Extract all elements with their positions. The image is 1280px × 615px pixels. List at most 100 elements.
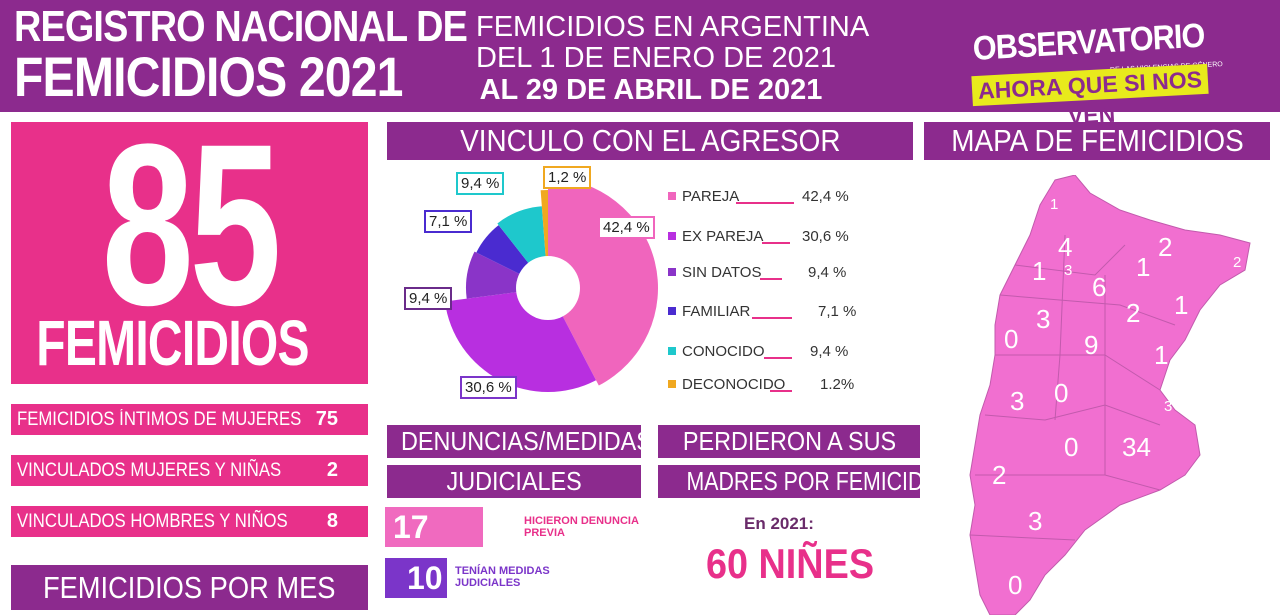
map-region-count: 2 [1233, 254, 1242, 271]
mapa-title: MAPA DE FEMICIDIOS [950, 123, 1244, 158]
legend-value: 9,4 % [808, 264, 847, 281]
pie-center-hole [516, 256, 580, 320]
denuncia-previa-text-line1: HICIERON DENUNCIA [524, 515, 639, 527]
map-shape [969, 175, 1251, 615]
legend-label: DECONOCIDO [682, 376, 786, 393]
legend-label: PAREJA [682, 188, 740, 205]
legend-leader-line [770, 390, 792, 392]
map-region-count: 0 [1008, 570, 1023, 600]
legend-label: EX PAREJA [682, 228, 764, 245]
madres-title-bar-2: MADRES POR FEMICIDIO [658, 465, 946, 498]
medidas-judiciales-value: 10 [407, 560, 443, 596]
denuncia-previa-box: 17 [385, 507, 483, 547]
map-region-count: 3 [1010, 386, 1025, 416]
denuncias-title-bar-2: JUDICIALES [387, 465, 641, 498]
stat-vinculados-mujeres-value: 2 [326, 459, 338, 481]
legend-leader-line [764, 357, 792, 359]
map-region-count: 2 [1126, 298, 1141, 328]
subtitle-line1: FEMICIDIOS EN ARGENTINA [476, 11, 870, 43]
stat-vinculados-hombres: VINCULADOS HOMBRES Y NIÑOS 8 [11, 506, 368, 537]
legend-leader-line [760, 278, 782, 280]
legend-swatch [668, 307, 676, 315]
map-region-count: 1 [1174, 290, 1189, 320]
map-region-count: 9 [1084, 330, 1099, 360]
map-region-count: 34 [1122, 432, 1151, 462]
medidas-judiciales-text-line2: JUDICIALES [455, 577, 521, 589]
legend-leader-line [752, 317, 792, 319]
madres-value: 60 NIÑES [705, 540, 875, 587]
femicidios-por-mes-label: FEMICIDIOS POR MES [43, 570, 336, 605]
stat-vinculados-hombres-label: VINCULADOS HOMBRES Y NIÑOS [17, 511, 288, 532]
map-region-count: 0 [1064, 432, 1079, 462]
legend-leader-line [762, 242, 790, 244]
subtitle-line2: DEL 1 DE ENERO DE 2021 [476, 42, 836, 74]
map-region-count: 1 [1136, 252, 1151, 282]
pie-label-pareja: 42,4 % [598, 216, 655, 239]
denuncias-title-line1: DENUNCIAS/MEDIDAS [400, 426, 652, 456]
map-region-count: 3 [1164, 398, 1173, 415]
legend-value: 7,1 % [818, 303, 857, 320]
map-region-count: 2 [992, 460, 1007, 490]
main-title-line1: REGISTRO NACIONAL DE [14, 2, 468, 51]
pie-label-familiar: 7,1 % [424, 210, 473, 233]
legend-value: 9,4 % [810, 343, 849, 360]
map-region-count: 3 [1036, 304, 1051, 334]
argentina-map [969, 175, 1251, 615]
medidas-judiciales-box: 10 [385, 558, 447, 598]
legend-value: 30,6 % [802, 228, 849, 245]
madres-title-bar-1: PERDIERON A SUS [658, 425, 920, 458]
stat-vinculados-mujeres: VINCULADOS MUJERES Y NIÑAS 2 [11, 455, 368, 486]
legend-item-familiar: FAMILIAR [668, 303, 750, 320]
legend-leader-line [736, 202, 794, 204]
map-region-count: 2 [1158, 232, 1173, 262]
map-region-count: 3 [1064, 262, 1073, 279]
legend-swatch [668, 232, 676, 240]
legend-label: FAMILIAR [682, 303, 751, 320]
pie-label-conocido: 9,4 % [456, 172, 505, 195]
femicidios-por-mes-header: FEMICIDIOS POR MES [11, 565, 368, 610]
legend-item-conocido: CONOCIDO [668, 343, 765, 360]
logo-ahora-que-si-nos-ven: AHORA QUE SI NOS VEN [971, 63, 1209, 129]
map-region-count: 6 [1092, 272, 1107, 302]
pie-label-ex-pareja: 30,6 % [460, 376, 517, 399]
total-femicidios-box: 85 [11, 100, 368, 384]
legend-swatch [668, 380, 676, 388]
map-region-count: 1 [1154, 340, 1169, 370]
logo-observatorio: OBSERVATORIO [972, 16, 1206, 68]
madres-title-line1: PERDIERON A SUS [682, 426, 896, 456]
map-region-count: 1 [1050, 196, 1059, 213]
stat-intimos: FEMICIDIOS ÍNTIMOS DE MUJERES 75 [11, 404, 368, 435]
denuncias-title-bar-1: DENUNCIAS/MEDIDAS [387, 425, 652, 458]
legend-item-pareja: PAREJA [668, 188, 739, 205]
vinculo-title: VINCULO CON EL AGRESOR [459, 123, 841, 158]
header-banner: REGISTRO NACIONAL DE FEMICIDIOS 2021 FEM… [0, 0, 1280, 129]
stat-intimos-label: FEMICIDIOS ÍNTIMOS DE MUJERES [17, 409, 302, 430]
denuncia-previa-text-line2: PREVIA [524, 527, 565, 539]
total-femicidios-value: 85 [101, 96, 282, 353]
map-region-count: 4 [1058, 232, 1073, 262]
legend-swatch [668, 192, 676, 200]
total-femicidios-label: FEMICIDIOS [36, 307, 309, 379]
legend-label: SIN DATOS [682, 264, 762, 281]
stat-intimos-value: 75 [315, 408, 338, 430]
legend-value: 42,4 % [802, 188, 849, 205]
subtitle-line3: AL 29 DE ABRIL DE 2021 [479, 74, 823, 106]
stat-vinculados-mujeres-label: VINCULADOS MUJERES Y NIÑAS [17, 460, 282, 481]
denuncias-title-line2: JUDICIALES [446, 466, 582, 496]
map-province-lines [969, 234, 1176, 541]
denuncia-previa-text: HICIERON DENUNCIA PREVIA [524, 515, 639, 539]
medidas-judiciales-text-line1: TENÍAN MEDIDAS [455, 565, 550, 577]
map-region-count: 1 [1032, 256, 1047, 286]
legend-swatch [668, 268, 676, 276]
legend-swatch [668, 347, 676, 355]
legend-item-deconocido: DECONOCIDO [668, 376, 785, 393]
madres-title-line2: MADRES POR FEMICIDIO [686, 466, 946, 496]
madres-year-label: En 2021: [744, 514, 814, 533]
main-title-line2: FEMICIDIOS 2021 [14, 45, 403, 108]
map-region-count: 0 [1054, 378, 1069, 408]
legend-value: 1.2% [820, 376, 855, 393]
pie-label-deconocido: 1,2 % [543, 166, 592, 189]
pie-label-sin-datos: 9,4 % [404, 287, 453, 310]
stat-vinculados-hombres-value: 8 [326, 510, 338, 532]
vinculo-pie-chart [444, 178, 658, 392]
